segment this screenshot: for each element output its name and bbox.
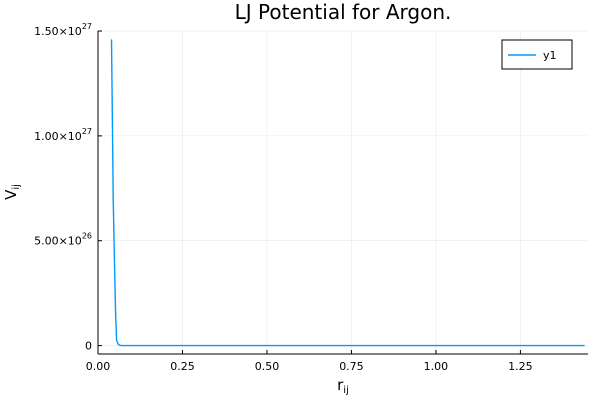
y-tick-label: 0	[85, 340, 92, 353]
y-tick-mantissa: 1.50×10	[34, 25, 82, 38]
y-tick-label: 1.50×1027	[34, 22, 92, 38]
x-axis-label-subscript: ij	[343, 385, 349, 396]
y-axis-label-subscript: ij	[11, 184, 22, 190]
y-tick-mantissa: 5.00×10	[34, 235, 82, 248]
x-tick-label: 0.25	[170, 360, 195, 373]
x-tick-label: 0.50	[255, 360, 280, 373]
x-axis-label-main: r	[337, 376, 344, 394]
x-tick-label: 1.25	[508, 360, 533, 373]
y-tick-label: 1.00×1027	[34, 127, 92, 143]
axes	[97, 31, 588, 355]
x-tick-label: 0.00	[86, 360, 111, 373]
y-tick-mantissa: 0	[85, 340, 92, 353]
x-ticks: 0.00 0.25 0.50 0.75 1.00 1.25	[86, 350, 533, 373]
x-axis-label: rij	[337, 376, 349, 396]
series-line-y1	[110, 39, 585, 347]
y-tick-exponent: 26	[82, 232, 92, 241]
y-tick-exponent: 27	[82, 22, 92, 31]
y-tick-mantissa: 1.00×10	[34, 130, 82, 143]
y-tick-exponent: 27	[82, 127, 92, 136]
series-layer	[110, 39, 585, 347]
legend-label-y1: y1	[543, 49, 557, 62]
y-axis-label-main: V	[2, 189, 20, 200]
chart-title: LJ Potential for Argon.	[235, 0, 452, 24]
y-tick-label: 5.00×1026	[34, 232, 92, 248]
legend: y1	[501, 39, 573, 70]
x-tick-label: 1.00	[424, 360, 449, 373]
y-axis-label: Vij	[2, 184, 22, 200]
x-tick-label: 0.75	[339, 360, 364, 373]
legend-box	[501, 39, 573, 70]
